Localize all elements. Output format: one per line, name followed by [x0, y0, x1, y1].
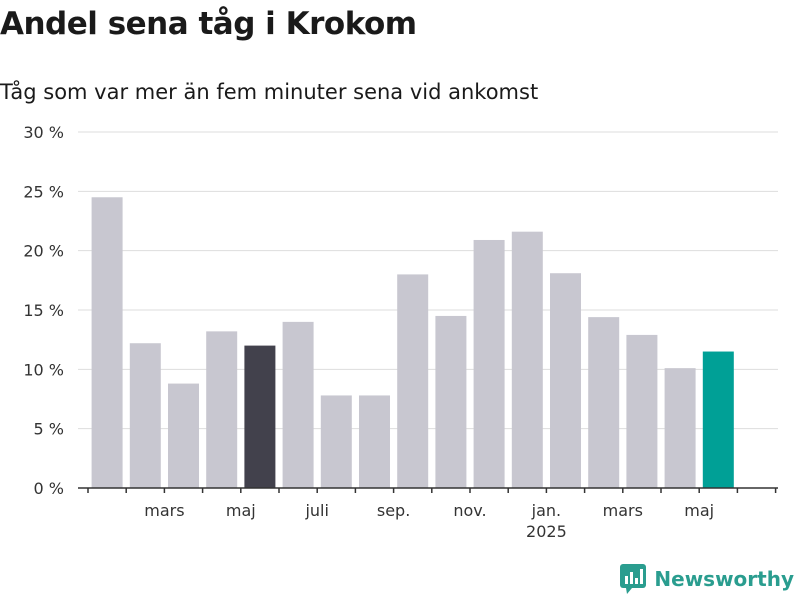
y-tick-label: 30 % [23, 123, 64, 142]
newsworthy-logo-icon [620, 564, 647, 594]
bar [702, 351, 734, 488]
x-tick-label: maj [684, 501, 714, 520]
y-tick-label: 20 % [23, 242, 64, 261]
y-tick-label: 5 % [34, 420, 64, 439]
bar [168, 383, 199, 488]
x-tick-label: jan. [531, 501, 561, 520]
bar [91, 197, 123, 488]
bar [397, 274, 429, 488]
bar [626, 334, 658, 488]
brand-logo: Newsworthy [620, 564, 794, 594]
bar [550, 273, 581, 488]
bars [91, 197, 734, 488]
y-tick-label: 15 % [23, 301, 64, 320]
bar [359, 395, 390, 488]
y-tick-label: 0 % [34, 479, 64, 498]
bar [129, 343, 161, 488]
chart-subtitle: Tåg som var mer än fem minuter sena vid … [0, 80, 539, 104]
x-tick-label: mars [144, 501, 184, 520]
bar [588, 317, 620, 488]
bar [320, 395, 352, 488]
x-tick-label: maj [226, 501, 256, 520]
bar [435, 315, 467, 488]
x-tick-label: juli [304, 501, 328, 520]
brand-name: Newsworthy [654, 567, 794, 591]
bar [511, 231, 543, 488]
bar [282, 321, 314, 488]
y-tick-label: 10 % [23, 360, 64, 379]
bar [473, 239, 505, 488]
bar [244, 345, 276, 488]
bar [664, 368, 696, 488]
x-tick-label: sep. [377, 501, 410, 520]
x-tick-label: nov. [453, 501, 486, 520]
axes: 0 % 5 % 10 % 15 % 20 % 25 % 30 % mars maj juli sep… [23, 123, 778, 541]
y-tick-label: 25 % [23, 182, 64, 201]
x-tick-label: mars [603, 501, 643, 520]
bar [206, 331, 238, 488]
x-year-label: 2025 [526, 522, 567, 541]
chart-title: Andel sena tåg i Krokom [0, 6, 417, 42]
